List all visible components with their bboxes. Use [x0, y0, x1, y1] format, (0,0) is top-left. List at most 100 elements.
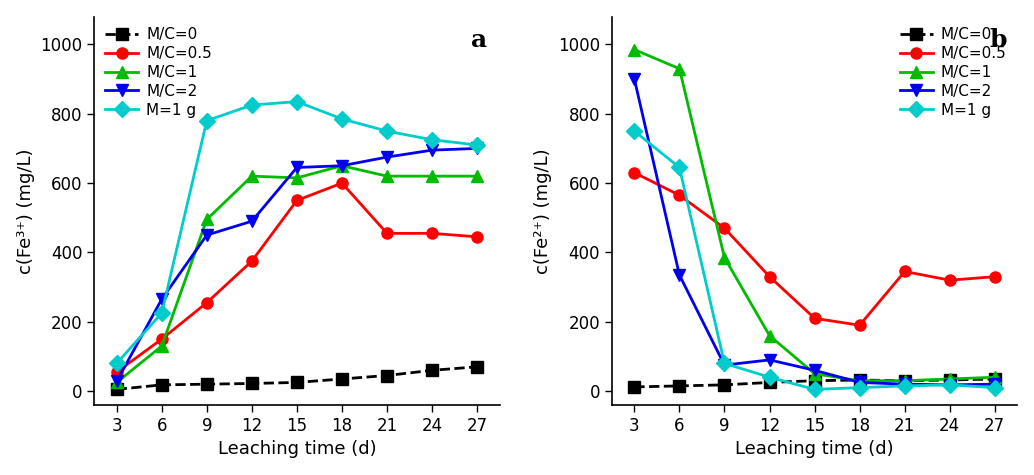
- M/C=2: [381, 154, 393, 160]
- M=1 g: [336, 116, 348, 122]
- M=1 g: [381, 128, 393, 134]
- Line: M=1 g: M=1 g: [111, 96, 483, 369]
- Line: M/C=2: M/C=2: [111, 143, 483, 387]
- X-axis label: Leaching time (d): Leaching time (d): [735, 440, 894, 458]
- M=1 g: [944, 382, 956, 388]
- M=1 g: [853, 385, 865, 390]
- M/C=0: [809, 378, 821, 383]
- M=1 g: [719, 361, 731, 366]
- M/C=0.5: [944, 277, 956, 283]
- Line: M/C=0: M/C=0: [111, 361, 483, 395]
- M/C=1: [336, 163, 348, 169]
- M/C=1: [989, 374, 1001, 380]
- M/C=0: [944, 377, 956, 383]
- M/C=0.5: [899, 269, 911, 275]
- M=1 g: [291, 99, 303, 104]
- M/C=0: [291, 380, 303, 385]
- Y-axis label: c(Fe²⁺) (mg/L): c(Fe²⁺) (mg/L): [535, 148, 552, 274]
- M/C=0.5: [809, 315, 821, 321]
- M/C=0.5: [673, 192, 686, 198]
- Text: a: a: [472, 28, 487, 52]
- M/C=2: [426, 147, 438, 153]
- M=1 g: [246, 102, 258, 108]
- M/C=2: [944, 382, 956, 388]
- M/C=2: [246, 218, 258, 224]
- Line: M/C=1: M/C=1: [111, 160, 483, 388]
- M/C=0.5: [989, 274, 1001, 280]
- Legend: M/C=0, M/C=0.5, M/C=1, M/C=2, M=1 g: M/C=0, M/C=0.5, M/C=1, M/C=2, M=1 g: [98, 21, 218, 124]
- M=1 g: [809, 387, 821, 392]
- M/C=0: [381, 373, 393, 379]
- M/C=0.5: [381, 230, 393, 236]
- M/C=0.5: [246, 258, 258, 264]
- Text: b: b: [989, 28, 1006, 52]
- M/C=0.5: [291, 198, 303, 203]
- M/C=0: [673, 383, 686, 389]
- M/C=2: [989, 381, 1001, 387]
- M/C=0: [111, 387, 123, 392]
- Line: M/C=0.5: M/C=0.5: [629, 167, 1000, 331]
- M/C=0.5: [629, 170, 641, 176]
- M/C=0.5: [426, 230, 438, 236]
- M/C=2: [470, 145, 483, 151]
- M/C=0: [853, 377, 865, 383]
- M/C=2: [719, 362, 731, 368]
- M/C=2: [763, 357, 776, 363]
- M/C=0: [336, 376, 348, 382]
- M/C=2: [853, 380, 865, 385]
- M=1 g: [673, 165, 686, 171]
- M/C=0: [426, 368, 438, 373]
- M/C=0: [629, 384, 641, 390]
- M/C=0.5: [336, 180, 348, 186]
- M=1 g: [899, 383, 911, 389]
- M/C=2: [291, 165, 303, 171]
- M/C=1: [381, 173, 393, 179]
- M/C=2: [155, 296, 168, 302]
- M/C=0.5: [763, 274, 776, 280]
- M/C=0.5: [853, 323, 865, 328]
- M/C=1: [853, 378, 865, 383]
- M/C=0.5: [719, 225, 731, 231]
- M/C=1: [155, 343, 168, 349]
- M/C=1: [201, 217, 213, 222]
- M/C=0: [989, 376, 1001, 382]
- M/C=0: [470, 364, 483, 370]
- M/C=2: [201, 232, 213, 238]
- M=1 g: [201, 118, 213, 124]
- M=1 g: [155, 310, 168, 316]
- M/C=2: [899, 381, 911, 387]
- M/C=2: [336, 163, 348, 169]
- M/C=0: [155, 382, 168, 388]
- M/C=1: [246, 173, 258, 179]
- M=1 g: [989, 385, 1001, 390]
- M=1 g: [111, 361, 123, 366]
- Y-axis label: c(Fe³⁺) (mg/L): c(Fe³⁺) (mg/L): [17, 148, 35, 274]
- M/C=1: [111, 380, 123, 385]
- Line: M/C=2: M/C=2: [629, 74, 1000, 390]
- M/C=2: [809, 368, 821, 373]
- Legend: M/C=0, M/C=0.5, M/C=1, M/C=2, M=1 g: M/C=0, M/C=0.5, M/C=1, M/C=2, M=1 g: [893, 21, 1012, 124]
- M/C=2: [673, 272, 686, 278]
- M=1 g: [763, 374, 776, 380]
- M/C=0.5: [111, 369, 123, 375]
- Line: M/C=0: M/C=0: [629, 373, 1000, 392]
- M/C=0: [899, 378, 911, 383]
- M/C=0: [201, 381, 213, 387]
- M/C=1: [426, 173, 438, 179]
- M/C=1: [899, 378, 911, 383]
- Line: M/C=0.5: M/C=0.5: [111, 178, 483, 378]
- M=1 g: [629, 128, 641, 134]
- M/C=0.5: [155, 336, 168, 342]
- M/C=2: [111, 379, 123, 384]
- M=1 g: [470, 142, 483, 148]
- M=1 g: [426, 137, 438, 142]
- M/C=1: [719, 255, 731, 260]
- M/C=2: [629, 76, 641, 82]
- M/C=1: [629, 47, 641, 52]
- Line: M=1 g: M=1 g: [629, 125, 1000, 395]
- M/C=1: [673, 66, 686, 72]
- Line: M/C=1: M/C=1: [629, 44, 1000, 386]
- X-axis label: Leaching time (d): Leaching time (d): [217, 440, 376, 458]
- M/C=1: [944, 376, 956, 382]
- M/C=0.5: [201, 300, 213, 305]
